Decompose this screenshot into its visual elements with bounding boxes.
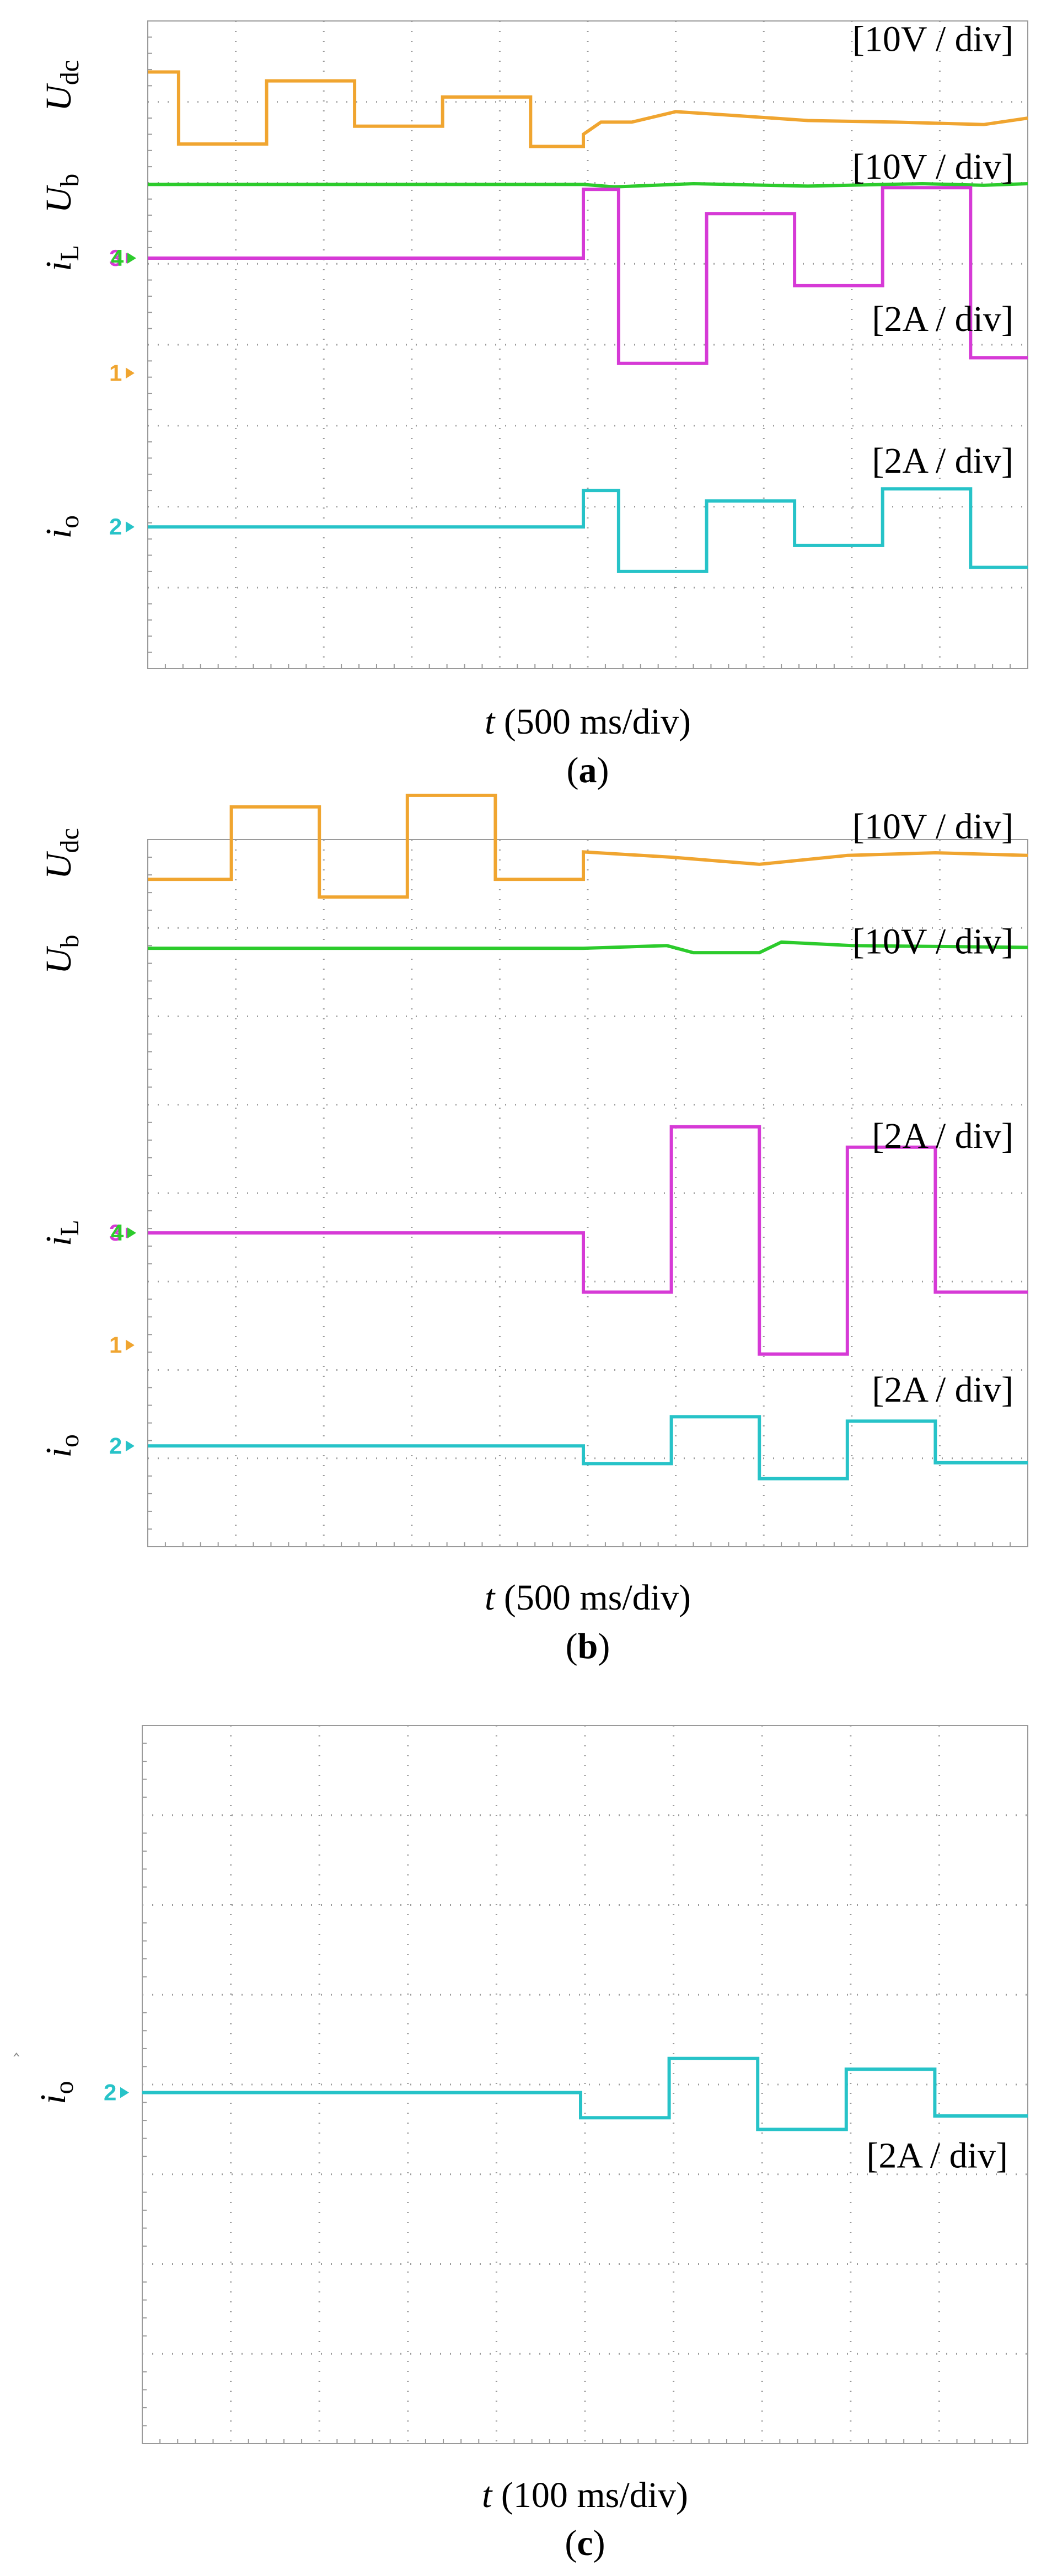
channel-arrow-icon [127, 252, 136, 264]
caret-mark: ‸ [13, 2035, 20, 2057]
channel-marker-1: 1 [109, 360, 135, 386]
x-axis-label: t (500 ms/div) [485, 702, 691, 742]
channel-number: 2 [109, 1433, 122, 1458]
grid [148, 21, 1028, 669]
scope-panel-a: 34 1 2 Udc Ub iL io [10V / div] [10V / div] [2A /… [39, 19, 1028, 790]
trace-i-o [148, 487, 1028, 573]
channel-number: 2 [104, 2080, 116, 2105]
channel-arrow-icon [126, 521, 135, 533]
channel-marker-4: 4 [111, 245, 136, 271]
scale-label: [2A / div] [872, 1370, 1013, 1410]
plot-frame [147, 20, 1028, 669]
signal-label-i-l: iL [39, 1220, 84, 1246]
channel-number: 4 [111, 1220, 124, 1246]
trace-i-o [142, 2056, 1028, 2131]
channel-arrow-icon [120, 2087, 129, 2098]
channel-marker-2: 2 [104, 2080, 129, 2105]
scale-label: [10V / div] [852, 19, 1013, 59]
scale-label: [10V / div] [852, 147, 1013, 187]
channel-marker-2: 2 [109, 1433, 135, 1458]
x-axis-label: t (100 ms/div) [482, 2475, 688, 2515]
plot-frame [142, 1725, 1028, 2444]
signal-label-u-dc: Udc [39, 60, 84, 111]
channel-number: 3 [109, 245, 122, 271]
trace-u-b [148, 940, 1028, 955]
channel-marker-4: 4 [111, 1220, 136, 1246]
trace-i-o [148, 1415, 1028, 1481]
channel-number: 4 [111, 245, 124, 271]
scale-label: [10V / div] [852, 806, 1013, 847]
scale-label: [2A / div] [866, 2136, 1008, 2176]
scope-panel-b: 34 1 2 Udc Ub iL io [10V / div] [10V / div] [2A /… [39, 793, 1028, 1666]
channel-number: 1 [109, 360, 122, 386]
channel-marker-1: 1 [109, 1332, 135, 1358]
scale-label: [2A / div] [872, 299, 1013, 339]
trace-u-b [148, 181, 1028, 189]
scale-label: [2A / div] [872, 441, 1013, 481]
signal-label-i-o: io [39, 1434, 84, 1457]
trace-i-l [148, 186, 1028, 365]
signal-label-i-o: io [39, 515, 84, 538]
x-axis-label: t (500 ms/div) [485, 1578, 691, 1618]
channel-arrow-icon [126, 1440, 135, 1452]
channel-arrow-icon [126, 1339, 135, 1351]
grid [142, 1725, 1028, 2444]
signal-label-u-dc: Udc [39, 828, 84, 879]
channel-arrow-icon [126, 367, 135, 379]
signal-label-u-b: Ub [39, 174, 84, 213]
panel-caption: (b) [566, 1626, 610, 1666]
scope-panel-c: 2 io [2A / div] t (100 ms/div) (c) [33, 1725, 1028, 2563]
grid [148, 840, 1028, 1547]
trace-u-dc [148, 793, 1028, 899]
panel-caption: (a) [567, 750, 609, 790]
channel-number: 1 [109, 1332, 122, 1358]
channel-arrow-icon [127, 1227, 136, 1239]
channel-number: 3 [109, 1220, 122, 1246]
scale-label: [10V / div] [852, 921, 1013, 961]
channel-number: 2 [109, 514, 122, 539]
signal-label-i-o: io [33, 2081, 79, 2104]
channel-marker-2: 2 [109, 514, 135, 539]
scale-label: [2A / div] [872, 1116, 1013, 1156]
signal-label-u-b: Ub [39, 934, 84, 974]
trace-u-dc [148, 70, 1028, 148]
panel-caption: (c) [565, 2523, 605, 2563]
signal-label-i-l: iL [39, 245, 84, 271]
trace-i-l [148, 1125, 1028, 1356]
